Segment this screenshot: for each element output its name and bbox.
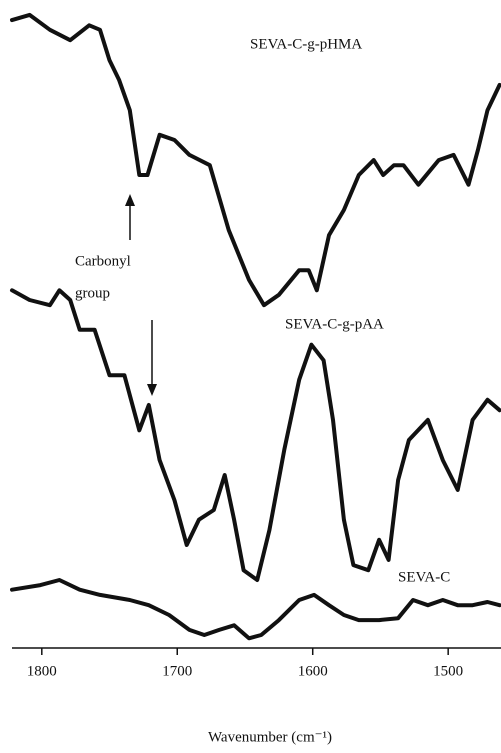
x-axis-label: Wavenumber (cm⁻¹) [208,729,332,745]
x-tick-label: 1700 [162,663,192,679]
x-tick-label: 1500 [433,663,463,679]
arrow-head [147,384,157,396]
spectrum-line [10,578,501,641]
series-label: SEVA-C-g-pHMA [250,36,362,52]
x-tick-label: 1800 [27,663,57,679]
arrow-head [125,194,135,206]
annotation: Carbonyl [75,253,131,269]
annotation: group [75,285,110,301]
spectrum-line [10,12,501,308]
spectrum-line [10,288,501,582]
series-label: SEVA-C-g-pAA [285,316,384,332]
series-label: SEVA-C [398,569,450,585]
x-tick-label: 1600 [298,663,328,679]
